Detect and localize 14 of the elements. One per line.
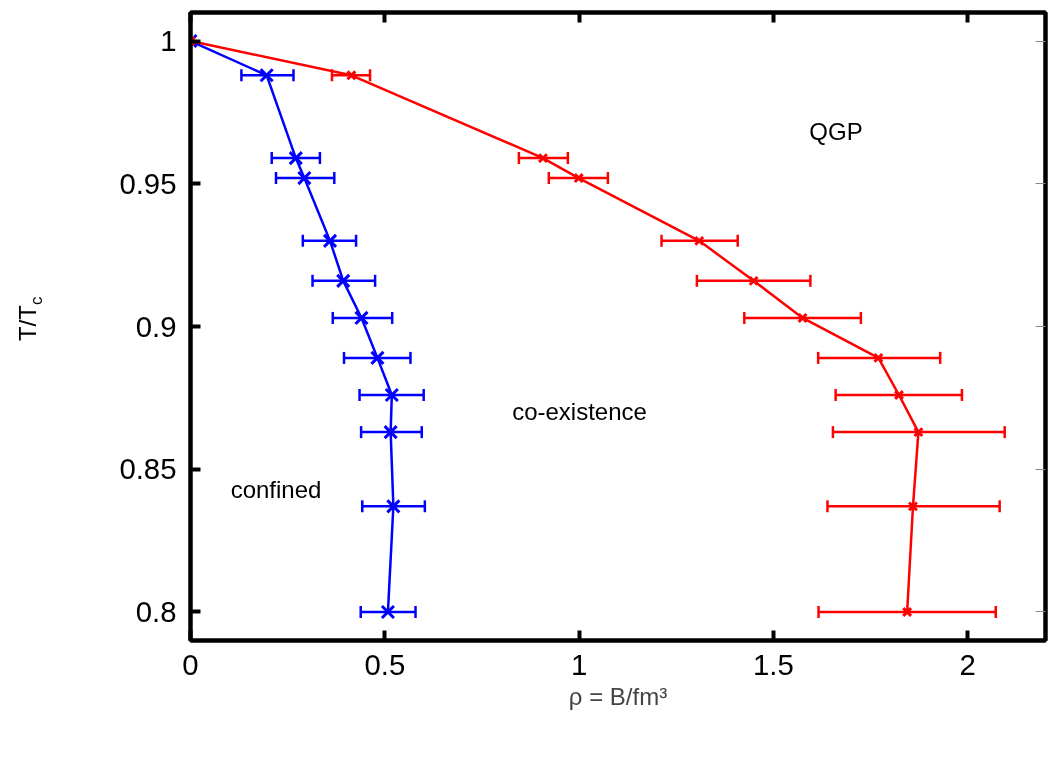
y-tick-label: 0.9 (135, 309, 177, 343)
y-tick-label: 0.8 (135, 594, 177, 628)
x-tick-label: 0.5 (364, 647, 406, 681)
annotation: confined (230, 476, 322, 504)
x-tick-label: 2 (959, 647, 976, 681)
x-tick-label: 1 (570, 647, 588, 681)
x-tick-label: 0 (182, 647, 199, 681)
y-tick-label: 1 (160, 24, 177, 58)
annotation: co-existence (512, 397, 647, 425)
x-tick-label: 1.5 (753, 647, 794, 681)
annotation: QGP (809, 118, 863, 146)
x-axis-title: ρ = B/fm³ (568, 682, 668, 710)
y-tick-label: 0.85 (119, 452, 177, 486)
y-tick-label: 0.95 (119, 166, 177, 200)
